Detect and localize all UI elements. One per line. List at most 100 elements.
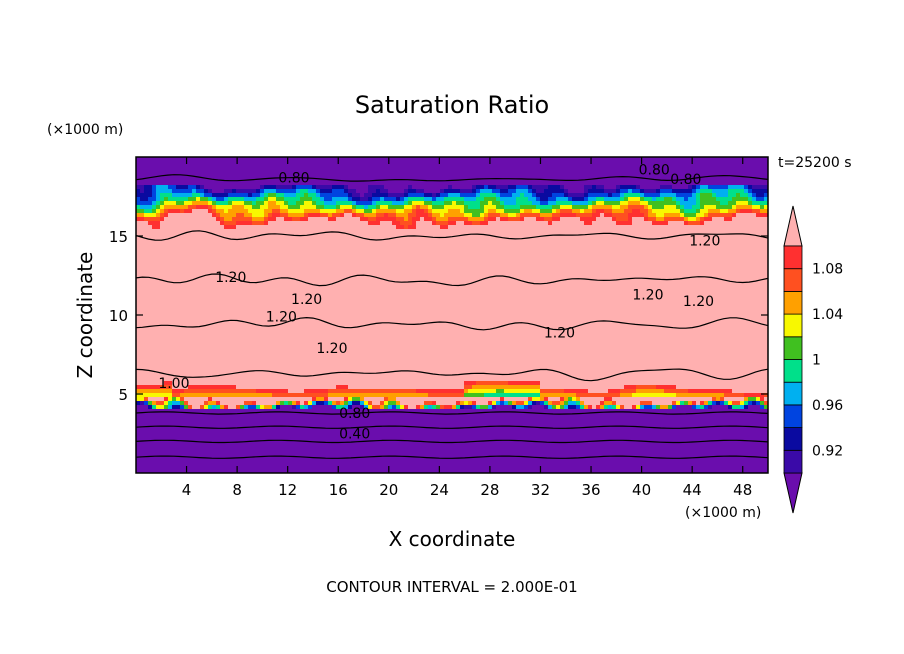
heatmap-cell bbox=[632, 181, 637, 186]
heatmap-cell bbox=[192, 165, 197, 170]
heatmap-cell bbox=[656, 161, 661, 166]
heatmap-cell bbox=[532, 205, 537, 210]
heatmap-cell bbox=[448, 257, 453, 262]
heatmap-cell bbox=[724, 157, 729, 162]
heatmap-cell bbox=[280, 201, 285, 206]
heatmap-cell bbox=[536, 213, 541, 218]
heatmap-cell bbox=[316, 249, 321, 254]
heatmap-cell bbox=[648, 241, 653, 246]
heatmap-cell bbox=[140, 265, 145, 270]
heatmap-cell bbox=[496, 165, 501, 170]
heatmap-cell bbox=[248, 165, 253, 170]
heatmap-cell bbox=[148, 197, 153, 202]
heatmap-cell bbox=[192, 177, 197, 182]
heatmap-cell bbox=[556, 169, 561, 174]
heatmap-cell bbox=[700, 177, 705, 182]
heatmap-cell bbox=[244, 181, 249, 186]
heatmap-cell bbox=[264, 221, 269, 226]
heatmap-cell bbox=[620, 201, 625, 206]
heatmap-cell bbox=[624, 201, 629, 206]
heatmap-cell bbox=[164, 273, 169, 278]
heatmap-cell bbox=[448, 221, 453, 226]
heatmap-cell bbox=[692, 221, 697, 226]
heatmap-cell bbox=[708, 169, 713, 174]
heatmap-cell bbox=[492, 253, 497, 258]
heatmap-cell bbox=[516, 209, 521, 214]
heatmap-cell bbox=[468, 161, 473, 166]
heatmap-cell bbox=[332, 261, 337, 266]
heatmap-cell bbox=[712, 181, 717, 186]
heatmap-cell bbox=[644, 197, 649, 202]
heatmap-cell bbox=[660, 261, 665, 266]
heatmap-cell bbox=[748, 217, 753, 222]
heatmap-cell bbox=[340, 181, 345, 186]
heatmap-cell bbox=[208, 165, 213, 170]
heatmap-cell bbox=[588, 249, 593, 254]
heatmap-cell bbox=[320, 213, 325, 218]
heatmap-cell bbox=[700, 265, 705, 270]
heatmap-cell bbox=[648, 273, 653, 278]
heatmap-cell bbox=[724, 249, 729, 254]
heatmap-cell bbox=[448, 281, 453, 286]
heatmap-cell bbox=[244, 277, 249, 282]
heatmap-cell bbox=[320, 205, 325, 210]
heatmap-cell bbox=[328, 233, 333, 238]
heatmap-cell bbox=[508, 253, 513, 258]
heatmap-cell bbox=[316, 209, 321, 214]
heatmap-cell bbox=[400, 205, 405, 210]
heatmap-cell bbox=[712, 233, 717, 238]
heatmap-cell bbox=[356, 257, 361, 262]
heatmap-cell bbox=[548, 245, 553, 250]
heatmap-cell bbox=[684, 197, 689, 202]
heatmap-cell bbox=[404, 233, 409, 238]
heatmap-cell bbox=[504, 209, 509, 214]
heatmap-cell bbox=[636, 237, 641, 242]
heatmap-cell bbox=[700, 229, 705, 234]
heatmap-cell bbox=[356, 229, 361, 234]
heatmap-cell bbox=[736, 237, 741, 242]
heatmap-cell bbox=[564, 221, 569, 226]
heatmap-cell bbox=[480, 169, 485, 174]
heatmap-cell bbox=[216, 221, 221, 226]
heatmap-cell bbox=[168, 193, 173, 198]
heatmap-cell bbox=[760, 189, 765, 194]
heatmap-cell bbox=[204, 201, 209, 206]
heatmap-cell bbox=[724, 205, 729, 210]
heatmap-cell bbox=[708, 193, 713, 198]
heatmap-cell bbox=[708, 185, 713, 190]
heatmap-cell bbox=[152, 157, 157, 162]
heatmap-cell bbox=[284, 217, 289, 222]
heatmap-cell bbox=[576, 165, 581, 170]
heatmap-cell bbox=[412, 217, 417, 222]
heatmap-cell bbox=[744, 205, 749, 210]
heatmap-cell bbox=[268, 217, 273, 222]
heatmap-cell bbox=[200, 249, 205, 254]
heatmap-cell bbox=[332, 205, 337, 210]
heatmap-cell bbox=[328, 249, 333, 254]
heatmap-cell bbox=[492, 181, 497, 186]
heatmap-cell bbox=[136, 233, 141, 238]
heatmap-cell bbox=[192, 197, 197, 202]
heatmap-cell bbox=[744, 169, 749, 174]
heatmap-cell bbox=[632, 225, 637, 230]
heatmap-cell bbox=[216, 169, 221, 174]
heatmap-cell bbox=[648, 221, 653, 226]
heatmap-cell bbox=[268, 165, 273, 170]
heatmap-cell bbox=[740, 265, 745, 270]
heatmap-cell bbox=[404, 241, 409, 246]
heatmap-cell bbox=[212, 165, 217, 170]
heatmap-cell bbox=[684, 221, 689, 226]
heatmap-cell bbox=[212, 181, 217, 186]
heatmap-cell bbox=[432, 177, 437, 182]
heatmap-cell bbox=[576, 209, 581, 214]
heatmap-cell bbox=[496, 241, 501, 246]
heatmap-cell bbox=[524, 269, 529, 274]
heatmap-cell bbox=[448, 197, 453, 202]
heatmap-cell bbox=[376, 277, 381, 282]
heatmap-cell bbox=[392, 169, 397, 174]
heatmap-cell bbox=[700, 157, 705, 162]
heatmap-cell bbox=[368, 193, 373, 198]
heatmap-cell bbox=[428, 241, 433, 246]
heatmap-cell bbox=[620, 249, 625, 254]
heatmap-cell bbox=[372, 249, 377, 254]
